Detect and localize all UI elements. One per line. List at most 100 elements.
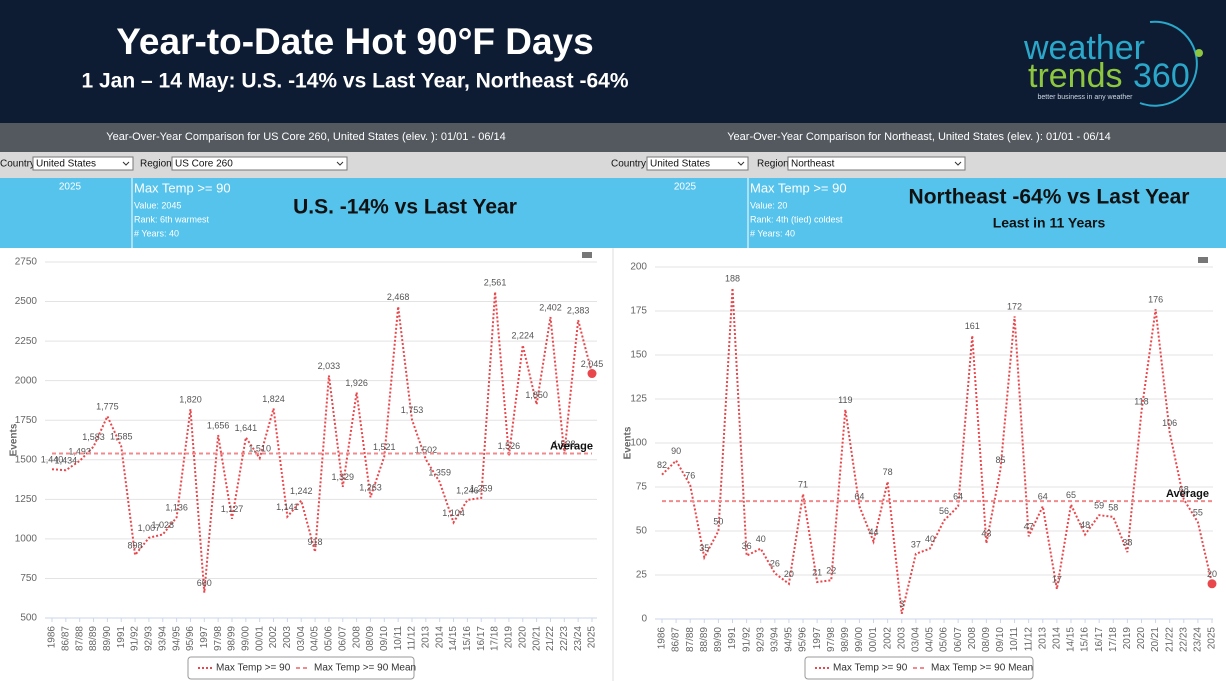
x-tick-label: 98/99 xyxy=(840,627,851,652)
data-label: 660 xyxy=(197,578,212,588)
comparison-title: Year-Over-Year Comparison for US Core 26… xyxy=(106,131,505,143)
legend-box xyxy=(187,656,415,680)
x-tick-label: 1991 xyxy=(727,627,738,650)
x-tick-label: 1986 xyxy=(657,627,668,650)
data-label: 1,440 xyxy=(41,455,64,465)
x-tick-label: 11/12 xyxy=(1023,627,1034,652)
y-tick-label: 500 xyxy=(20,613,37,624)
region-value: Northeast xyxy=(791,159,835,170)
region-select[interactable] xyxy=(787,156,966,171)
x-tick-label: 22/23 xyxy=(559,626,570,651)
y-tick-label: 0 xyxy=(641,614,647,625)
subheadline: Least in 11 Years xyxy=(993,215,1106,231)
x-tick-label: 2002 xyxy=(882,627,893,650)
y-tick-label: 1000 xyxy=(15,534,38,545)
data-label: 50 xyxy=(713,516,723,526)
data-label: 1,641 xyxy=(235,423,258,433)
data-label: 2,561 xyxy=(484,277,507,287)
data-label: 898 xyxy=(128,540,143,550)
y-tick-label: 25 xyxy=(636,570,648,581)
x-tick-label: 14/15 xyxy=(448,626,459,651)
region-select[interactable] xyxy=(171,156,348,171)
x-tick-label: 2008 xyxy=(967,627,978,650)
x-tick-label: 93/94 xyxy=(769,627,780,652)
x-tick-label: 21/22 xyxy=(545,626,556,651)
data-label: 918 xyxy=(308,537,323,547)
data-label: 1,127 xyxy=(221,504,244,514)
x-tick-label: 2020 xyxy=(1136,627,1147,650)
y-tick-label: 2500 xyxy=(15,296,38,307)
x-tick-label: 86/87 xyxy=(671,627,682,652)
data-label: 1,521 xyxy=(373,442,396,452)
x-tick-label: 95/96 xyxy=(185,626,196,651)
data-label: 1,850 xyxy=(525,390,548,400)
x-tick-label: 00/01 xyxy=(868,627,879,652)
data-label: 71 xyxy=(798,479,808,489)
country-label: Country: xyxy=(0,159,38,170)
x-tick-label: 99/00 xyxy=(240,626,251,651)
data-label: 1,926 xyxy=(345,378,368,388)
data-label: 76 xyxy=(685,471,695,481)
x-tick-label: 17/18 xyxy=(1108,627,1119,652)
data-label: 119 xyxy=(838,395,852,405)
data-label: 20 xyxy=(1207,569,1217,579)
data-label: 47 xyxy=(1024,522,1034,532)
data-label: 44 xyxy=(869,527,879,537)
data-label: 90 xyxy=(671,446,681,456)
x-tick-label: 2019 xyxy=(504,626,515,649)
data-label: 36 xyxy=(742,541,752,551)
select-arrow xyxy=(336,161,344,166)
x-tick-label: 94/95 xyxy=(784,627,795,652)
data-label: 1,753 xyxy=(401,405,424,415)
data-label: 2,383 xyxy=(567,305,590,315)
y-tick-label: 200 xyxy=(630,262,647,273)
data-label: 40 xyxy=(925,534,935,544)
data-label: 1,329 xyxy=(332,472,355,482)
x-tick-label: 98/99 xyxy=(227,626,238,651)
data-label: 2,033 xyxy=(318,361,341,371)
data-label: 176 xyxy=(1148,295,1163,305)
x-tick-label: 03/04 xyxy=(910,627,921,652)
region-label: Region: xyxy=(757,159,791,170)
headline: Northeast -64% vs Last Year xyxy=(909,186,1190,209)
value: Value: 2045 xyxy=(134,200,181,210)
data-label: 59 xyxy=(1094,501,1104,511)
data-label: 161 xyxy=(965,321,980,331)
y-tick-label: 75 xyxy=(636,482,648,493)
x-tick-label: 88/89 xyxy=(699,627,710,652)
legend-label: Max Temp >= 90 xyxy=(216,663,291,674)
header-bg xyxy=(0,0,1226,123)
series-line xyxy=(661,288,1213,614)
data-label: 56 xyxy=(939,506,949,516)
logo-word: trends xyxy=(1028,57,1123,95)
y-tick-label: 100 xyxy=(630,438,647,449)
country-select[interactable] xyxy=(646,156,749,171)
data-label: 58 xyxy=(1108,502,1118,512)
data-label: 1,585 xyxy=(110,432,133,442)
x-tick-label: 23/24 xyxy=(1193,627,1204,652)
x-tick-label: 06/07 xyxy=(337,626,348,651)
data-label: 1,502 xyxy=(415,445,438,455)
data-label: 2,468 xyxy=(387,292,410,302)
x-tick-label: 00/01 xyxy=(254,626,265,651)
legend-label: Max Temp >= 90 Mean xyxy=(314,663,416,674)
select-arrow xyxy=(737,161,745,166)
y-tick-label: 175 xyxy=(630,306,647,317)
x-tick-label: 09/10 xyxy=(379,626,390,651)
last-point xyxy=(587,369,597,379)
x-tick-label: 1991 xyxy=(116,626,127,649)
info-band xyxy=(0,178,1226,248)
x-tick-label: 2020 xyxy=(517,626,528,649)
annotation: Average xyxy=(1166,488,1209,500)
select-arrow xyxy=(122,161,130,166)
data-label: 55 xyxy=(1193,508,1203,518)
country-select[interactable] xyxy=(32,156,134,171)
year: 2025 xyxy=(59,182,82,193)
metric: Max Temp >= 90 xyxy=(750,180,847,195)
data-label: 1,820 xyxy=(179,395,202,405)
data-label: 1,510 xyxy=(248,444,271,454)
metric: Max Temp >= 90 xyxy=(134,180,231,195)
data-label: 1,434 xyxy=(55,456,78,466)
logo-dot xyxy=(1195,49,1203,57)
x-tick-label: 2013 xyxy=(420,626,431,649)
